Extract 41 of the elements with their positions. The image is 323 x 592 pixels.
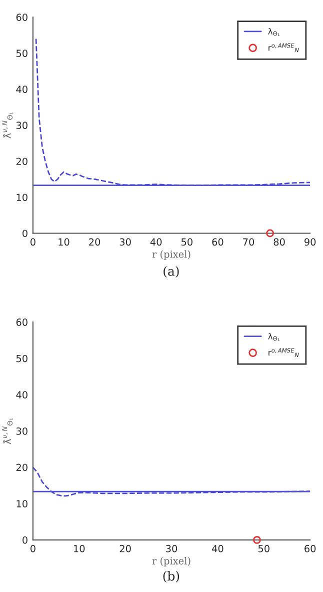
- y-tick-label: 60: [16, 318, 28, 326]
- x-axis-title: r (pixel): [152, 556, 190, 566]
- x-tick-label: 80: [274, 238, 285, 246]
- y-tick-label: 0: [22, 536, 28, 544]
- x-tick-label: 10: [74, 544, 85, 552]
- y-tick-label: 50: [16, 50, 28, 58]
- legend-label: r$^{o,AMSE}$$_{N}$: [268, 348, 299, 358]
- y-tick-label: 30: [16, 427, 28, 435]
- text: (b): [163, 571, 180, 582]
- y-tick-label: 50: [16, 354, 28, 362]
- x-tick-label: 90: [304, 238, 316, 246]
- y-tick-label: 0: [22, 230, 28, 238]
- y-tick-label: 40: [16, 391, 28, 398]
- x-tick-label: 30: [166, 544, 178, 552]
- y-axis-title: λ̂$^{ν,N}$$_{Θ₁}$: [2, 418, 13, 444]
- y-tick-label: 40: [16, 86, 28, 94]
- x-tick-label: 0: [30, 544, 36, 552]
- legend-label: λ$_{Θ₁}$: [268, 28, 280, 36]
- y-tick-label: 60: [16, 14, 28, 21]
- y-tick-label: 20: [16, 158, 28, 166]
- x-tick-label: 50: [258, 544, 270, 552]
- text: (a): [164, 266, 179, 278]
- x-tick-label: 70: [243, 238, 254, 246]
- legend-label: λ$_{Θ₁}$: [268, 332, 280, 341]
- y-tick-label: 10: [16, 500, 28, 508]
- x-tick-label: 10: [58, 238, 70, 246]
- legend-label: r$^{o,AMSE}$$_{N}$: [268, 43, 299, 52]
- y-tick-label: 30: [16, 122, 28, 130]
- x-tick-label: 30: [120, 238, 131, 246]
- x-tick-label: 0: [30, 238, 36, 246]
- x-tick-label: 20: [89, 238, 100, 246]
- x-tick-label: 40: [212, 544, 224, 552]
- x-tick-label: 60: [212, 238, 224, 246]
- x-axis-title: r (pixel): [152, 250, 190, 260]
- y-tick-label: 10: [16, 194, 28, 202]
- x-tick-label: 60: [304, 544, 316, 552]
- x-tick-label: 50: [181, 238, 192, 246]
- y-tick-label: 20: [16, 464, 28, 472]
- x-tick-label: 20: [120, 544, 131, 552]
- x-tick-label: 40: [150, 238, 162, 246]
- y-axis-title: λ̂$^{ν,N}$$_{Θ₁}$: [2, 112, 13, 138]
